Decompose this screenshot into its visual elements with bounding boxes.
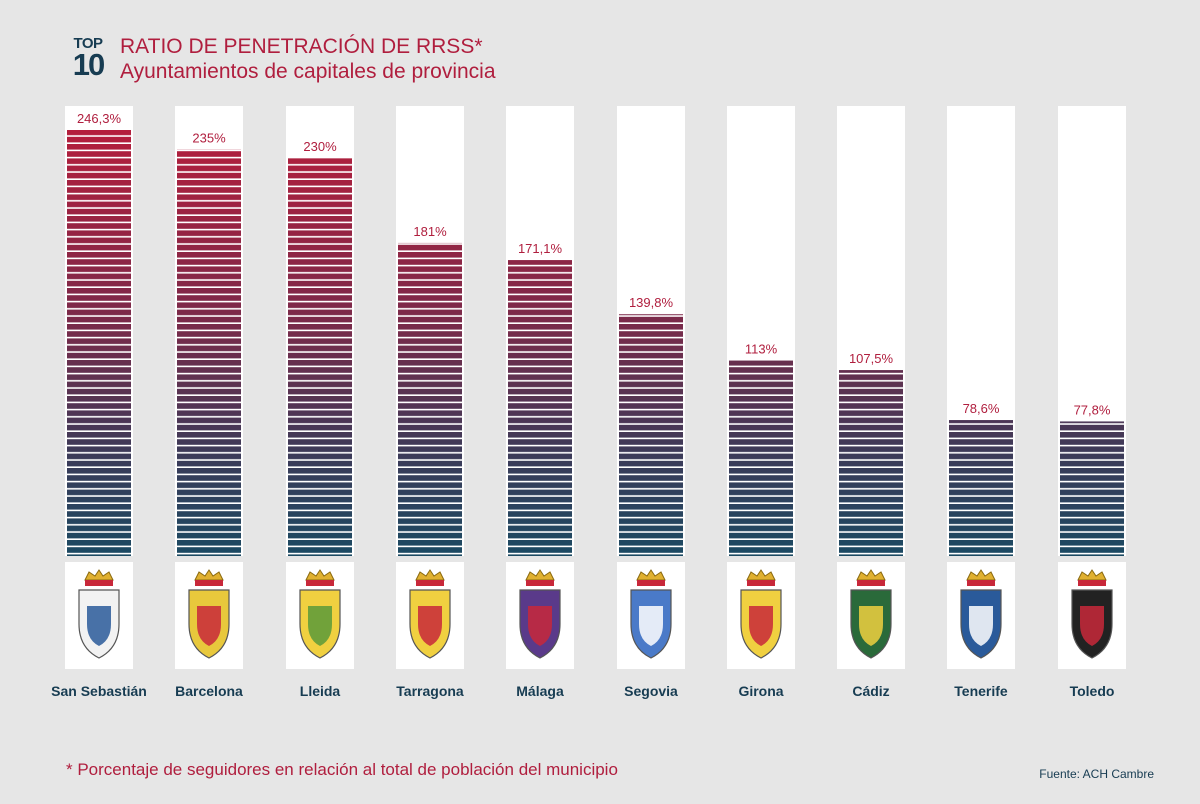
san-sebastian-crest-icon: [65, 562, 133, 669]
cadiz-crest-icon: [837, 562, 905, 669]
bar-value-label: 113%: [745, 342, 778, 357]
chart-subtitle: Ayuntamientos de capitales de provincia: [120, 60, 496, 83]
bar-stripes: [619, 314, 683, 556]
lleida-crest-icon: [286, 562, 354, 669]
city-label: Cádiz: [852, 683, 890, 699]
city-label: Toledo: [1069, 683, 1115, 699]
city-label: Girona: [738, 683, 784, 699]
bar-stripes: [508, 260, 572, 556]
bar-value-label: 139,8%: [629, 295, 674, 310]
toledo-crest-icon: [1058, 562, 1126, 669]
bar-stripes: [1060, 421, 1124, 556]
chart-title: RATIO DE PENETRACIÓN DE RRSS*: [120, 35, 483, 58]
segovia-crest-icon: [617, 562, 685, 669]
bar-stripes: [288, 158, 352, 556]
bar-value-label: 77,8%: [1074, 402, 1111, 417]
city-label: San Sebastián: [51, 683, 147, 699]
girona-crest-icon: [727, 562, 795, 669]
bar-stripes: [839, 370, 903, 556]
tenerife-crest-icon: [947, 562, 1015, 669]
barcelona-crest-icon: [175, 562, 243, 669]
bar-value-label: 230%: [303, 139, 337, 154]
bar-value-label: 246,3%: [77, 111, 122, 126]
bar-stripes: [398, 242, 462, 556]
bar-value-label: 171,1%: [518, 241, 563, 256]
footnote: * Porcentaje de seguidores en relación a…: [66, 760, 618, 779]
tarragona-crest-icon: [396, 562, 464, 669]
bar-stripes: [949, 420, 1013, 556]
bar-value-label: 235%: [192, 131, 226, 146]
bar-value-label: 78,6%: [963, 401, 1000, 416]
top10-logo: TOP 10: [68, 36, 108, 82]
bar-stripes: [177, 149, 241, 556]
city-label: Segovia: [624, 683, 678, 699]
city-label: Barcelona: [175, 683, 243, 699]
malaga-crest-icon: [506, 562, 574, 669]
source-note: Fuente: ACH Cambre: [1039, 767, 1154, 781]
logo-top-text: TOP: [73, 35, 103, 52]
logo-ten-text: 10: [72, 47, 105, 82]
bar-value-label: 181%: [413, 224, 447, 239]
bar-chart: 246,3% 235% 230% 181% 171,1% 139,8% 113% 107,5%…: [65, 106, 1126, 556]
bar-stripes: [67, 130, 131, 556]
city-label: Tarragona: [396, 683, 464, 699]
city-label: Tenerife: [954, 683, 1008, 699]
bar-value-label: 107,5%: [849, 351, 894, 366]
bar-stripes: [729, 360, 793, 556]
city-label: Málaga: [516, 683, 564, 699]
city-label: Lleida: [299, 683, 341, 699]
